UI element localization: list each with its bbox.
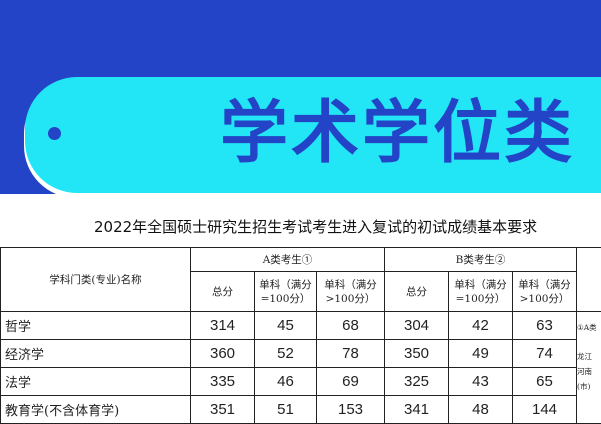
b-single-gt100-header: 单科（满分>100分） bbox=[513, 272, 577, 312]
table-row: 经济学 360 52 78 350 49 74 bbox=[1, 340, 601, 368]
b-total: 350 bbox=[385, 340, 449, 368]
note-fragment: (市) bbox=[577, 379, 601, 394]
group-a-header: A类考生① bbox=[191, 248, 385, 272]
subject-name: 经济学 bbox=[1, 340, 191, 368]
b-single100: 49 bbox=[449, 340, 513, 368]
table-row: 法学 335 46 69 325 43 65 bbox=[1, 368, 601, 396]
b-single100: 42 bbox=[449, 312, 513, 340]
b-single-gt100: 65 bbox=[513, 368, 577, 396]
note-cell: ①A类龙江河南(市) bbox=[577, 312, 601, 424]
a-single-gt100: 68 bbox=[317, 312, 385, 340]
a-single100: 52 bbox=[255, 340, 317, 368]
a-single100-header: 单科（满分=100分） bbox=[255, 272, 317, 312]
b-total: 325 bbox=[385, 368, 449, 396]
a-single100: 46 bbox=[255, 368, 317, 396]
table-row: 哲学 314 45 68 304 42 63 ①A类龙江河南(市) bbox=[1, 312, 601, 340]
a-single100: 45 bbox=[255, 312, 317, 340]
b-total: 304 bbox=[385, 312, 449, 340]
note-fragment: 河南 bbox=[577, 364, 601, 379]
a-single-gt100: 78 bbox=[317, 340, 385, 368]
bullet-dot-icon bbox=[48, 127, 61, 140]
note-fragment: ①A类 bbox=[577, 320, 601, 335]
banner: 学术学位类 bbox=[0, 0, 601, 194]
subject-name: 法学 bbox=[1, 368, 191, 396]
note-fragment: 龙江 bbox=[577, 349, 601, 364]
note-header bbox=[577, 248, 601, 312]
a-total-header: 总分 bbox=[191, 272, 255, 312]
a-single-gt100-header: 单科（满分>100分） bbox=[317, 272, 385, 312]
b-single-gt100: 74 bbox=[513, 340, 577, 368]
a-total: 335 bbox=[191, 368, 255, 396]
table-title: 2022年全国硕士研究生招生考试考生进入复试的初试成绩基本要求 bbox=[94, 216, 601, 237]
b-single100-header: 单科（满分=100分） bbox=[449, 272, 513, 312]
score-table: 学科门类(专业)名称 A类考生① B类考生② 总分 单科（满分=100分） 单科… bbox=[0, 247, 601, 424]
a-single-gt100: 69 bbox=[317, 368, 385, 396]
b-single-gt100: 63 bbox=[513, 312, 577, 340]
banner-title: 学术学位类 bbox=[220, 92, 575, 176]
subject-header: 学科门类(专业)名称 bbox=[1, 248, 191, 312]
b-total-header: 总分 bbox=[385, 272, 449, 312]
a-total: 314 bbox=[191, 312, 255, 340]
subject-name: 哲学 bbox=[1, 312, 191, 340]
a-total: 360 bbox=[191, 340, 255, 368]
b-single100: 43 bbox=[449, 368, 513, 396]
group-b-header: B类考生② bbox=[385, 248, 577, 272]
